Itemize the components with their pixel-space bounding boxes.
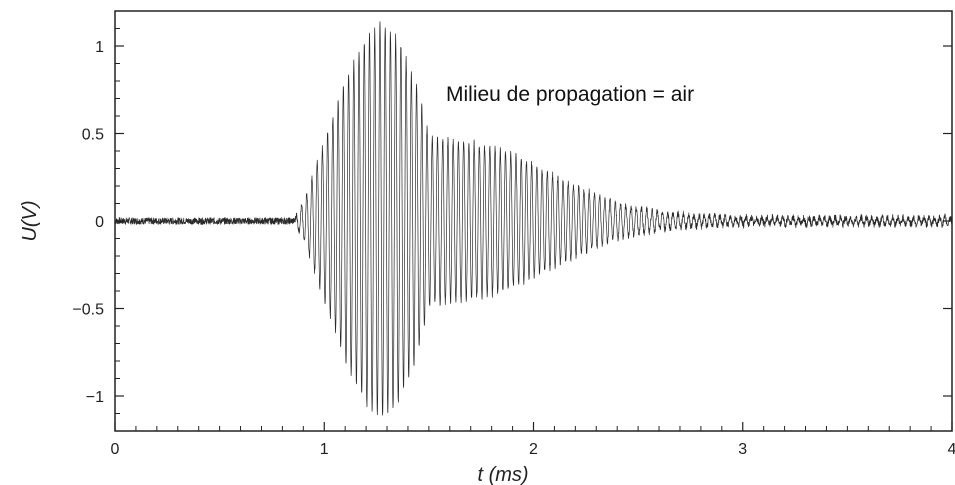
y-tick-label: 1 [95, 39, 104, 56]
y-tick-label: −1 [86, 389, 104, 406]
signal-trace [114, 21, 953, 416]
axis-ticks: 0 1 2 3 4 1 0.5 0 −0.5 −1 [72, 28, 955, 458]
x-tick-label: 3 [738, 441, 747, 458]
y-tick-label: −0.5 [72, 302, 104, 319]
signal-line [114, 21, 953, 416]
y-tick-label: 0 [95, 214, 104, 231]
x-axis-label: t (ms) [477, 464, 528, 485]
x-tick-label: 2 [529, 441, 538, 458]
annotation-label: Milieu de propagation = air [446, 83, 694, 106]
y-axis-label: U(V) [19, 200, 41, 241]
y-tick-label: 0.5 [82, 127, 104, 144]
x-tick-label: 0 [111, 441, 120, 458]
x-tick-label: 4 [948, 441, 955, 458]
x-tick-label: 1 [320, 441, 329, 458]
